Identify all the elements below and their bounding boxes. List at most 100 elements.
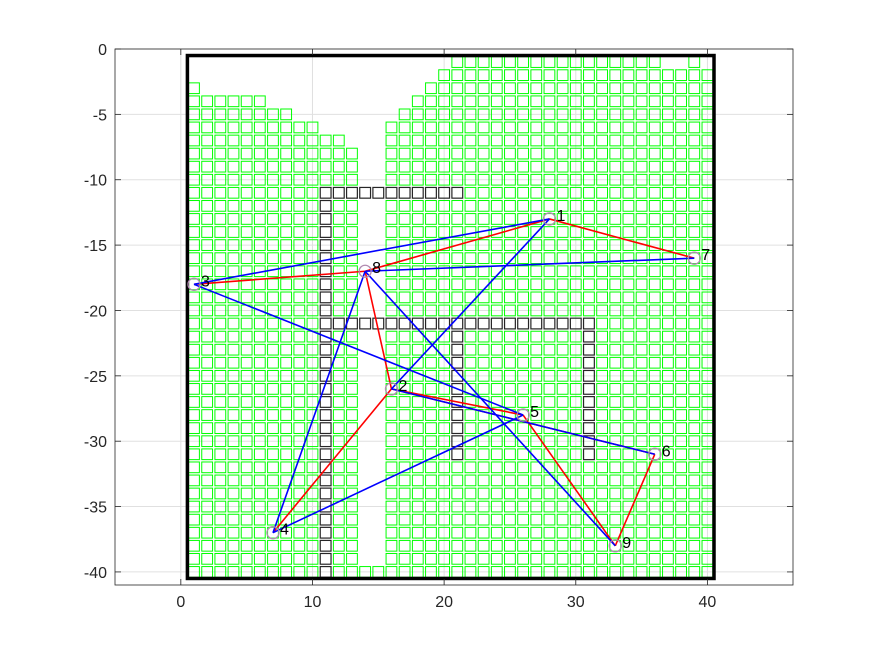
free-cell bbox=[411, 278, 424, 291]
free-cell bbox=[490, 186, 503, 199]
free-cell bbox=[293, 160, 306, 173]
free-cell bbox=[504, 435, 516, 448]
free-cell bbox=[530, 69, 543, 82]
free-cell bbox=[688, 552, 701, 565]
free-cell bbox=[556, 461, 569, 474]
free-cell bbox=[556, 500, 569, 513]
free-cell bbox=[306, 435, 319, 448]
free-cell bbox=[622, 317, 635, 330]
free-cell bbox=[214, 448, 227, 461]
free-cell bbox=[346, 200, 358, 212]
free-cell bbox=[451, 265, 464, 278]
free-cell bbox=[688, 108, 701, 121]
free-cell bbox=[648, 435, 661, 448]
obstacle-cell bbox=[543, 317, 556, 330]
free-cell bbox=[477, 461, 490, 474]
free-cell bbox=[662, 422, 674, 434]
free-cell bbox=[201, 226, 214, 238]
free-cell bbox=[688, 239, 701, 251]
free-cell bbox=[240, 356, 253, 369]
free-cell bbox=[477, 369, 490, 382]
free-cell bbox=[622, 200, 635, 212]
obstacle-cell bbox=[319, 435, 332, 448]
free-cell bbox=[451, 500, 464, 513]
free-cell bbox=[583, 552, 595, 565]
free-cell bbox=[214, 95, 227, 108]
free-cell bbox=[490, 356, 503, 369]
free-cell bbox=[609, 435, 622, 448]
free-cell bbox=[688, 95, 701, 108]
free-cell bbox=[635, 552, 648, 565]
free-cell bbox=[227, 526, 240, 539]
free-cell bbox=[596, 317, 609, 330]
free-cell bbox=[556, 226, 569, 238]
path-edge bbox=[522, 414, 616, 547]
free-cell bbox=[253, 95, 266, 108]
free-cell bbox=[517, 291, 530, 304]
free-cell bbox=[517, 422, 530, 434]
free-cell bbox=[648, 95, 661, 108]
free-cell bbox=[543, 200, 556, 212]
free-cell bbox=[556, 239, 569, 251]
free-cell bbox=[688, 369, 701, 382]
obstacle-cell bbox=[503, 317, 516, 330]
free-cell bbox=[543, 552, 556, 565]
free-cell bbox=[464, 396, 477, 408]
free-cell bbox=[556, 435, 569, 448]
free-cell bbox=[609, 330, 622, 343]
free-cell bbox=[583, 95, 595, 108]
free-cell bbox=[490, 252, 503, 265]
free-cell bbox=[267, 500, 279, 513]
free-cell bbox=[332, 291, 345, 304]
free-cell bbox=[267, 252, 279, 265]
free-cell bbox=[569, 304, 582, 317]
free-cell bbox=[556, 409, 569, 421]
free-cell bbox=[688, 474, 701, 487]
free-cell bbox=[648, 160, 661, 173]
free-cell bbox=[490, 173, 503, 186]
free-cell bbox=[530, 396, 543, 408]
free-cell bbox=[227, 383, 240, 395]
free-cell bbox=[635, 448, 648, 461]
path-edge bbox=[272, 388, 393, 534]
free-cell bbox=[280, 330, 293, 343]
free-cell bbox=[635, 69, 648, 82]
free-cell bbox=[530, 291, 543, 304]
free-cell bbox=[477, 343, 490, 356]
free-cell bbox=[306, 291, 319, 304]
free-cell bbox=[583, 82, 595, 95]
obstacle-cell bbox=[424, 186, 437, 199]
free-cell bbox=[293, 121, 306, 134]
free-cell bbox=[464, 265, 477, 278]
y-tick-label: -10 bbox=[84, 173, 107, 190]
obstacle-cell bbox=[319, 513, 332, 526]
obstacle-cell bbox=[582, 343, 595, 356]
free-cell bbox=[346, 173, 358, 186]
free-cell bbox=[569, 513, 582, 526]
free-cell bbox=[425, 134, 437, 147]
axis-ticks: 0 10 20 30 40 0 -5 -10 -15 -20 -25 -30 -35 -40 bbox=[84, 42, 793, 611]
free-cell bbox=[675, 487, 687, 500]
free-cell bbox=[227, 396, 240, 408]
free-cell bbox=[280, 487, 293, 500]
free-cell bbox=[398, 448, 411, 461]
free-cell bbox=[253, 500, 266, 513]
free-cell bbox=[622, 213, 635, 225]
free-cell bbox=[214, 343, 227, 356]
node-label: 1 bbox=[556, 208, 565, 225]
free-cell bbox=[398, 173, 411, 186]
free-cell bbox=[648, 474, 661, 487]
node-marker bbox=[384, 382, 399, 396]
free-cell bbox=[385, 278, 398, 291]
free-cell bbox=[569, 448, 582, 461]
free-cell bbox=[517, 304, 530, 317]
free-cell bbox=[464, 147, 477, 160]
free-cell bbox=[609, 448, 622, 461]
free-cell bbox=[569, 186, 582, 199]
free-cell bbox=[464, 461, 477, 474]
free-cell bbox=[635, 160, 648, 173]
free-cell bbox=[332, 448, 345, 461]
free-cell bbox=[280, 200, 293, 212]
free-cell bbox=[464, 448, 477, 461]
free-cell bbox=[530, 552, 543, 565]
